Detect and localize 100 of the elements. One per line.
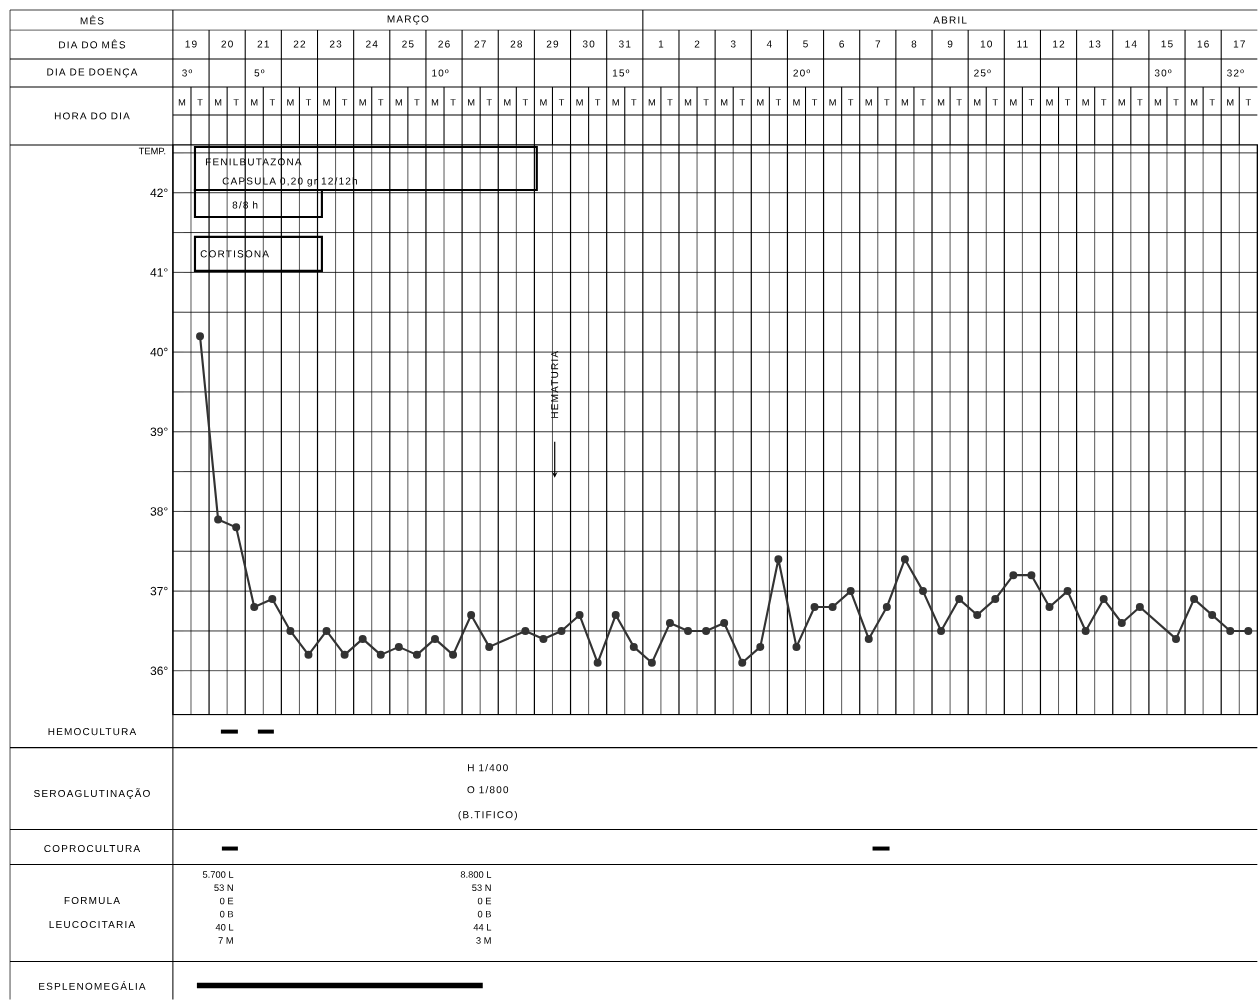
x-tick-label: T [1064,99,1071,106]
x-tick-label: T [811,99,818,106]
x-tick-label: M [540,99,547,106]
x-tick-label: M [829,99,836,106]
text: 3 [730,40,736,48]
y-tick-label: 37° [150,586,168,596]
x-tick-label: T [1209,99,1215,106]
point [214,515,223,524]
x-tick-label: M [468,99,475,106]
text: 25º [974,69,991,77]
point [900,555,909,564]
text: 15 [1161,40,1173,48]
text: 0 E [477,897,492,905]
point [828,603,837,612]
x-tick-label: M [1190,99,1198,106]
point [918,587,927,596]
text: FORMULA [64,896,120,905]
text: 20 [221,40,233,48]
text: MARÇO [387,15,429,25]
y-tick-label: 42° [150,188,168,197]
x-tick-label: M [901,99,909,106]
x-tick-label: M [251,99,258,106]
text: 28 [510,40,523,48]
x-tick-label: M [1082,99,1089,106]
text: 7 [875,40,881,48]
text: 44 L [473,924,492,931]
point [1226,626,1235,635]
point [467,611,476,620]
text: LEUCOCITARIA [49,920,136,929]
text: MÊS [80,15,104,25]
point [720,618,729,627]
point [340,650,349,659]
point [430,634,439,643]
point [485,642,494,651]
point [864,634,873,643]
text: 29 [546,40,559,48]
x-tick-label: T [956,99,962,106]
x-tick-label: M [974,99,981,106]
point [1099,595,1108,604]
x-tick-label: T [848,99,854,106]
x-tick-label: T [341,99,348,106]
text: HEMOCULTURA [48,728,137,736]
point [846,587,855,596]
text: 0 B [219,910,234,918]
text: DIA DO MÊS [59,39,126,49]
x-tick-label: M [1227,99,1234,106]
x-tick-label: T [558,99,565,106]
x-tick-label: M [214,99,222,106]
x-tick-label: M [721,99,728,106]
text: 0 B [477,910,491,918]
x-tick-label: T [884,99,890,106]
point [557,626,566,635]
text: 30 [582,40,595,48]
text: 1 [658,40,664,48]
text: 3º [182,69,193,77]
text: 23 [329,40,342,48]
x-tick-label: M [757,99,764,106]
x-tick-label: T [1101,99,1107,106]
y-tick-label: 41° [150,268,168,277]
x-tick-label: M [287,99,294,106]
text: HORA DO DIA [54,112,130,120]
text: 21 [257,40,269,48]
text: 15º [612,69,630,77]
x-tick-label: M [1010,99,1017,106]
point [756,642,765,651]
point [250,603,259,612]
x-tick-label: M [359,99,366,106]
x-tick-label: T [450,99,456,106]
point [955,595,964,604]
text: H 1/400 [468,763,508,772]
x-tick-label: M [684,99,692,106]
text: 31 [618,40,631,48]
x-tick-label: T [414,99,420,106]
x-tick-label: M [504,99,511,106]
point [268,595,277,604]
y-tick-label: 40° [150,347,168,357]
x-tick-label: M [612,99,619,106]
text: 0 E [219,897,234,905]
text: 8.800 L [460,871,492,878]
text: 10º [432,69,449,77]
x-tick-label: M [1118,99,1125,106]
text: 12 [1053,40,1065,48]
x-tick-label: M [178,99,186,106]
text: 2 [694,40,700,48]
point [575,611,584,620]
point [702,626,711,635]
x-tick-label: T [667,99,673,106]
point [286,626,295,635]
x-tick-label: T [992,99,998,106]
text: 5 [803,40,808,48]
x-tick-label: T [1245,99,1251,106]
x-tick-label: T [197,99,203,106]
x-tick-label: M [793,99,800,106]
text: 53 N [214,884,233,892]
x-tick-label: T [305,99,312,106]
x-tick-label: M [1046,99,1053,106]
text: 6 [839,40,844,48]
x-tick-label: T [1028,99,1035,106]
point [629,642,638,651]
x-tick-label: M [865,99,872,106]
